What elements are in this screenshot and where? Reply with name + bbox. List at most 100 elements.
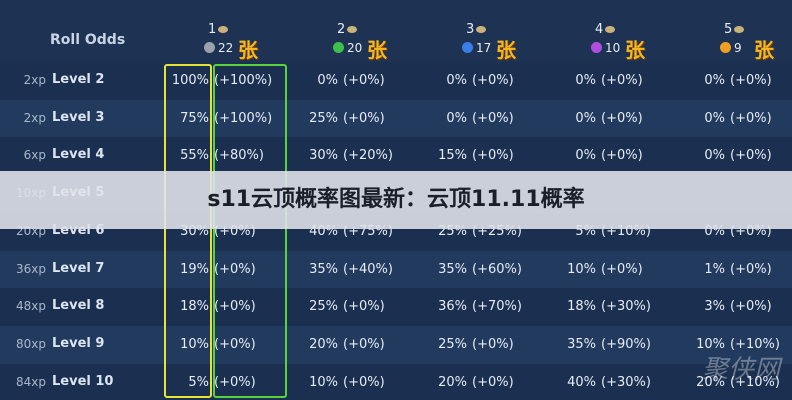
tier-number: 1	[208, 22, 217, 37]
tier-number: 3	[466, 22, 475, 37]
coin-icon	[218, 26, 228, 33]
odds-change: (+0%)	[343, 73, 385, 88]
tier-gem	[720, 42, 731, 53]
odds-change: (+0%)	[730, 299, 772, 315]
row-xp: 84xp	[16, 374, 46, 389]
row-background	[0, 137, 792, 176]
row-xp: 2xp	[23, 110, 46, 125]
odds-change: (+0%)	[730, 148, 772, 164]
odds-value: 25%	[438, 336, 467, 352]
odds-value: 10%	[696, 336, 725, 352]
tier1-odds-highlight	[164, 64, 212, 398]
odds-value: 0%	[446, 73, 467, 88]
odds-change: (+0%)	[601, 110, 643, 126]
odds-value: 3%	[704, 299, 725, 315]
tier-gem	[462, 42, 473, 53]
odds-value: 0%	[704, 73, 725, 88]
odds-value: 15%	[438, 148, 467, 164]
row-level: Level 3	[52, 109, 105, 125]
tier-count: 10	[605, 41, 621, 55]
odds-change: (+40%)	[343, 261, 393, 277]
odds-value: 0%	[575, 148, 596, 164]
odds-change: (+10%)	[730, 336, 780, 352]
odds-change: (+90%)	[601, 336, 651, 352]
odds-value: 10%	[309, 374, 338, 390]
odds-value: 1%	[704, 261, 725, 277]
row-background	[0, 288, 792, 327]
tier-gem	[333, 42, 344, 53]
tier-unit: 张	[367, 38, 387, 62]
odds-change: (+0%)	[472, 73, 514, 88]
odds-change: (+0%)	[601, 73, 643, 88]
odds-value: 35%	[567, 336, 596, 352]
row-level: Level 2	[52, 72, 105, 87]
coin-icon	[347, 26, 357, 33]
odds-change: (+0%)	[214, 299, 256, 315]
odds-change: (+100%)	[214, 73, 273, 88]
odds-change: (+30%)	[601, 374, 651, 390]
odds-change: (+0%)	[601, 261, 643, 277]
table-title: Roll Odds	[50, 32, 126, 48]
odds-change: (+0%)	[472, 336, 514, 352]
odds-value: 18%	[567, 299, 596, 315]
odds-change: (+0%)	[730, 261, 772, 277]
row-xp: 80xp	[16, 336, 46, 351]
odds-change: (+0%)	[601, 148, 643, 164]
coin-icon	[734, 26, 744, 33]
row-level: Level 4	[52, 147, 105, 163]
odds-value: 35%	[309, 261, 338, 277]
row-background	[0, 363, 792, 400]
odds-change: (+20%)	[343, 148, 393, 164]
odds-value: 20%	[309, 336, 338, 352]
odds-value: 19%	[180, 261, 209, 277]
odds-value: 5%	[188, 374, 209, 390]
odds-value: 0%	[704, 148, 725, 164]
odds-value: 25%	[309, 299, 338, 315]
odds-change: (+70%)	[472, 299, 522, 315]
watermark: 聚侠网	[701, 355, 780, 385]
row-background	[0, 250, 792, 289]
tier-unit: 张	[625, 38, 645, 62]
odds-change: (+0%)	[214, 336, 256, 352]
odds-value: 30%	[309, 148, 338, 164]
tier-number: 4	[595, 22, 604, 37]
row-level: Level 9	[52, 335, 105, 351]
row-level: Level 8	[52, 298, 105, 314]
odds-change: (+0%)	[472, 110, 514, 126]
row-background	[0, 325, 792, 364]
row-xp: 6xp	[23, 148, 46, 163]
row-level: Level 10	[52, 373, 114, 389]
odds-value: 0%	[317, 73, 338, 88]
odds-value: 55%	[180, 148, 209, 164]
tier-unit: 张	[496, 38, 516, 62]
odds-change: (+0%)	[343, 110, 385, 126]
odds-value: 0%	[446, 110, 467, 126]
row-xp: 2xp	[23, 73, 46, 87]
odds-change: (+80%)	[214, 148, 264, 164]
odds-change: (+30%)	[601, 299, 651, 315]
odds-change: (+0%)	[214, 261, 256, 277]
odds-value: 40%	[567, 374, 596, 390]
coin-icon	[605, 26, 615, 33]
tier-count: 20	[347, 41, 363, 55]
odds-value: 20%	[696, 374, 725, 390]
odds-value: 75%	[180, 110, 209, 126]
odds-value: 10%	[567, 261, 596, 277]
odds-value: 0%	[575, 110, 596, 126]
odds-value: 36%	[438, 299, 467, 315]
tier-unit: 张	[238, 38, 258, 62]
tier-unit: 张	[754, 38, 774, 62]
odds-value: 10%	[180, 336, 209, 352]
row-xp: 48xp	[16, 299, 46, 314]
odds-change: (+0%)	[214, 374, 256, 390]
tier-number: 2	[337, 22, 346, 37]
banner-text: s11云顶概率图最新：云顶11.11概率	[207, 187, 585, 212]
odds-change: (+0%)	[472, 148, 514, 164]
odds-change: (+0%)	[343, 336, 385, 352]
odds-value: 25%	[309, 110, 338, 126]
odds-change: (+0%)	[730, 73, 772, 88]
row-xp: 36xp	[16, 261, 46, 276]
tier-count: 9	[734, 41, 742, 55]
odds-change: (+10%)	[730, 374, 780, 390]
